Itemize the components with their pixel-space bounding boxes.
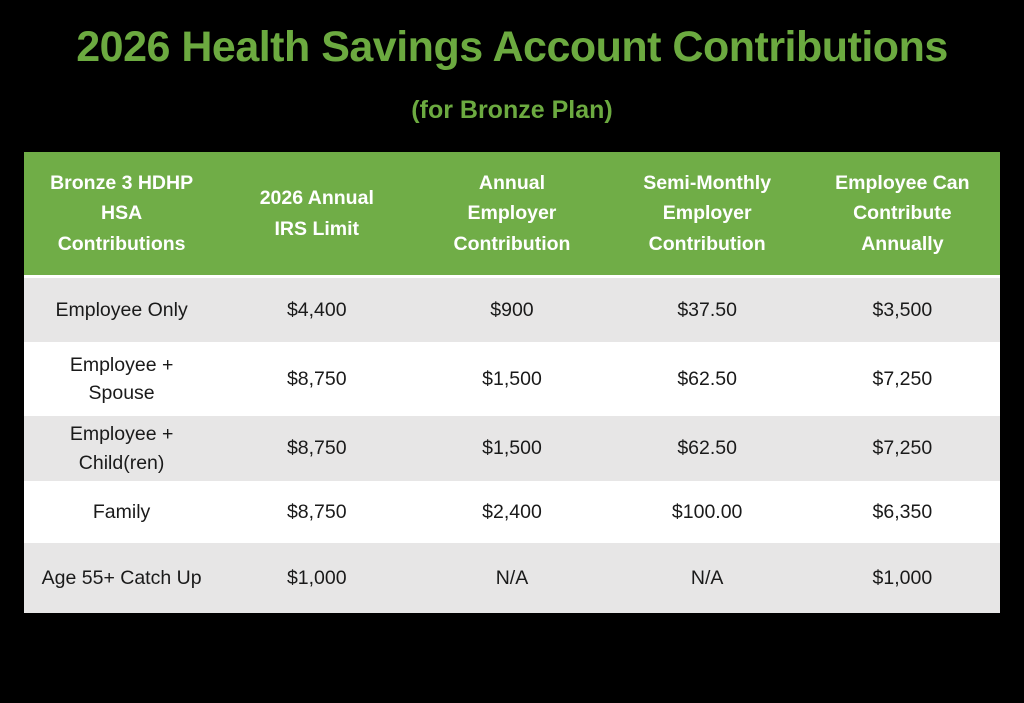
table-header-row: Bronze 3 HDHP HSA Contributions 2026 Ann… [24, 152, 1000, 278]
row-label-cell: Employee Only [55, 298, 188, 321]
value-cell: $7,250 [872, 437, 933, 460]
value-cell: $100.00 [671, 500, 743, 523]
column-header-plan-tier: Bronze 3 HDHP HSA Contributions [24, 152, 220, 278]
page-title: 2026 Health Savings Account Contribution… [76, 23, 948, 71]
value-cell: $4,400 [286, 298, 347, 321]
value-cell: $1,000 [872, 566, 933, 589]
table-row-age-55-catch-up: Age 55+ Catch Up $1,000 N/A N/A $1,000 [24, 543, 1000, 613]
table-row-family: Family $8,750 $2,400 $100.00 $6,350 [24, 481, 1000, 543]
value-cell: $3,500 [872, 298, 933, 321]
value-cell: $6,350 [872, 500, 933, 523]
value-cell: $62.50 [677, 367, 737, 390]
value-cell: $8,750 [286, 437, 347, 460]
table-row-employee-only: Employee Only $4,400 $900 $37.50 $3,500 [24, 276, 1000, 342]
value-cell: $1,500 [482, 367, 542, 390]
value-cell: N/A [495, 566, 529, 589]
value-cell: $7,250 [872, 367, 933, 390]
value-cell: N/A [690, 566, 724, 589]
value-cell: $900 [490, 298, 534, 321]
value-cell: $1,000 [286, 566, 347, 589]
value-cell: $62.50 [677, 437, 737, 460]
hsa-contributions-table: Bronze 3 HDHP HSA Contributions 2026 Ann… [24, 152, 1000, 613]
value-cell: $8,750 [286, 367, 347, 390]
value-cell: $1,500 [482, 437, 542, 460]
value-cell: $2,400 [482, 500, 542, 523]
column-header-irs-limit: 2026 Annual IRS Limit [219, 152, 415, 278]
column-header-semi-monthly-employer-contribution: Semi-Monthly Employer Contribution [609, 152, 805, 278]
table-row-employee-children: Employee + Child(ren) $8,750 $1,500 $62.… [24, 416, 1000, 481]
row-label-cell: Employee + Child(ren) [69, 423, 174, 474]
table-row-employee-spouse: Employee + Spouse $8,750 $1,500 $62.50 $… [24, 342, 1000, 416]
page-subtitle: (for Bronze Plan) [411, 96, 613, 124]
value-cell: $37.50 [677, 298, 737, 321]
value-cell: $8,750 [286, 500, 347, 523]
row-label-cell: Age 55+ Catch Up [41, 566, 202, 589]
row-label-cell: Employee + Spouse [69, 353, 174, 404]
column-header-employee-can-contribute: Employee Can Contribute Annually [804, 152, 1000, 278]
column-header-annual-employer-contribution: Annual Employer Contribution [414, 152, 610, 278]
row-label-cell: Family [92, 500, 151, 523]
